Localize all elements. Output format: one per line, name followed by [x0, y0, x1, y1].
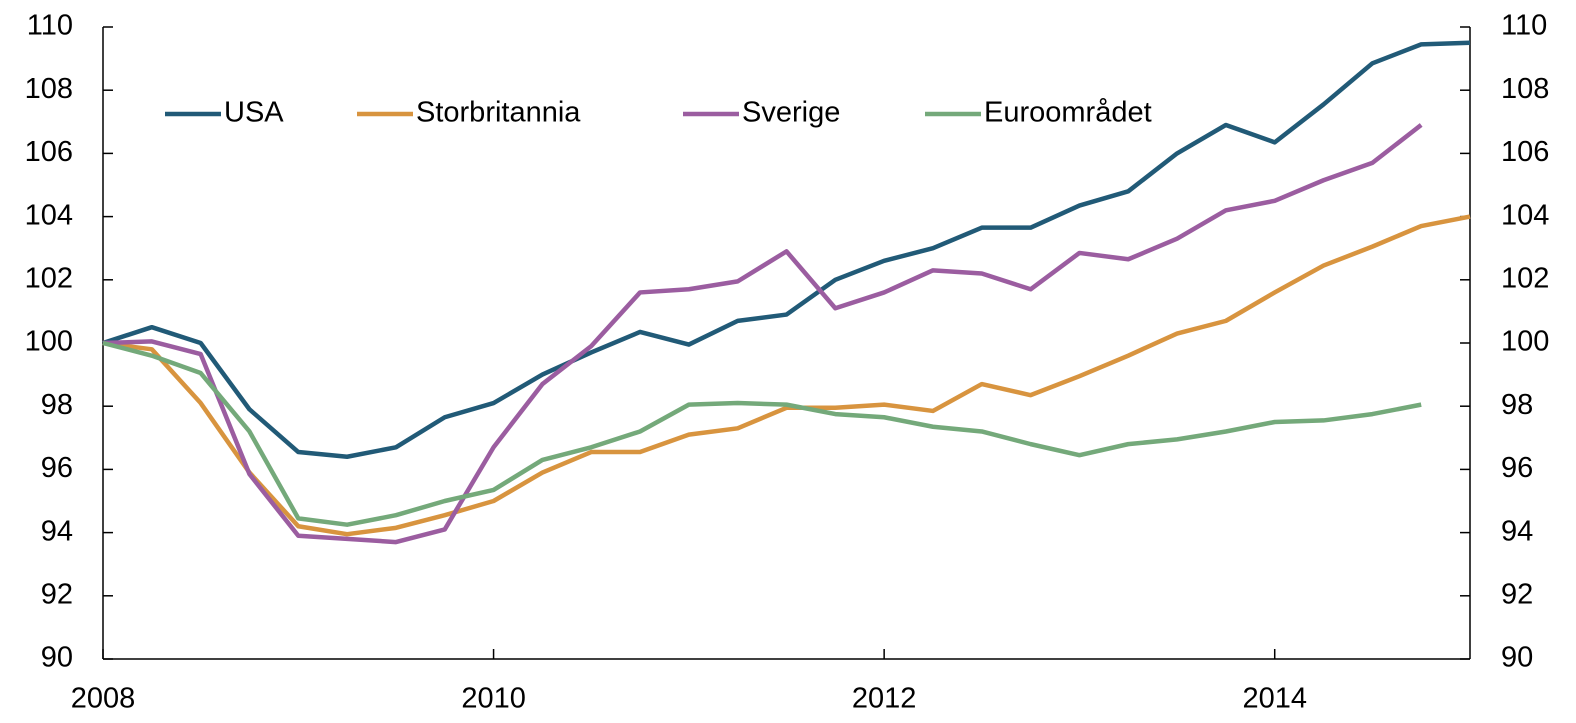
- x-tick-label: 2012: [852, 683, 917, 715]
- legend-label: USA: [224, 97, 284, 129]
- y2-tick-label: 94: [1501, 515, 1533, 547]
- series-line: [102, 214, 1471, 537]
- y2-tick-label: 110: [1501, 10, 1547, 42]
- legend-label: Euroområdet: [984, 97, 1152, 129]
- x-tick-label: 2008: [71, 683, 136, 715]
- series-line: [102, 340, 1422, 527]
- series-line: [102, 40, 1471, 460]
- y2-tick-label: 92: [1501, 578, 1533, 610]
- legend-label: Sverige: [742, 97, 840, 129]
- y-tick-label: 102: [25, 262, 73, 294]
- y2-tick-label: 96: [1501, 452, 1533, 484]
- series-line: [102, 123, 1423, 545]
- y2-tick-label: 98: [1501, 389, 1533, 421]
- y-tick-label: 90: [41, 642, 73, 674]
- legend-label: Storbritannia: [416, 97, 581, 129]
- y-tick-label: 94: [41, 515, 73, 547]
- x-tick-label: 2010: [461, 683, 526, 715]
- y-tick-label: 104: [25, 199, 73, 231]
- y2-tick-label: 90: [1501, 642, 1533, 674]
- y-tick-label: 96: [41, 452, 73, 484]
- y2-tick-label: 102: [1501, 262, 1549, 294]
- y2-tick-label: 104: [1501, 199, 1549, 231]
- y-tick-label: 106: [25, 136, 73, 168]
- y-tick-label: 100: [25, 326, 73, 358]
- y2-tick-label: 108: [1501, 73, 1549, 105]
- y-tick-label: 92: [41, 578, 73, 610]
- x-tick-label: 2014: [1242, 683, 1307, 715]
- y-tick-label: 108: [25, 73, 73, 105]
- y2-tick-label: 100: [1501, 326, 1549, 358]
- y-tick-label: 98: [41, 389, 73, 421]
- y2-tick-label: 106: [1501, 136, 1549, 168]
- y-tick-label: 110: [27, 10, 73, 42]
